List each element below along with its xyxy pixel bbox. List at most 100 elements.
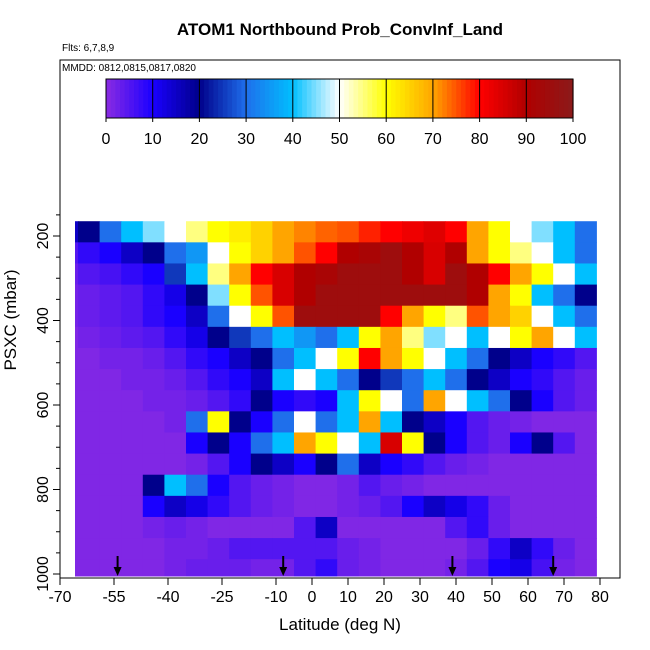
- colorbar-swatch: [232, 79, 238, 118]
- colorbar-swatch: [530, 79, 537, 118]
- colorbar-swatch: [185, 79, 191, 118]
- heatmap-cell: [402, 495, 425, 518]
- heatmap-cell: [78, 495, 101, 518]
- heatmap-cell: [186, 495, 209, 518]
- colorbar-swatch: [302, 79, 308, 118]
- heatmap-cell: [250, 326, 273, 349]
- heatmap-cell: [466, 284, 489, 307]
- heatmap-cell: [423, 538, 446, 560]
- colorbar-swatch: [166, 79, 172, 118]
- heatmap-cell: [207, 474, 230, 497]
- colorbar-swatch: [558, 79, 565, 118]
- colorbar-swatch: [236, 79, 243, 118]
- heatmap-cell: [164, 495, 187, 518]
- heatmap-cell: [207, 347, 230, 370]
- heatmap-cell: [121, 305, 144, 328]
- heatmap-cell: [510, 411, 533, 433]
- heatmap-cell: [75, 242, 79, 264]
- heatmap-cell: [164, 347, 187, 370]
- heatmap-cell: [402, 390, 425, 412]
- colorbar-swatch: [250, 79, 257, 118]
- colorbar-swatch: [442, 79, 448, 118]
- heatmap-cell: [553, 453, 576, 476]
- heatmap-cell: [510, 263, 533, 286]
- heatmap-cell: [78, 516, 101, 539]
- heatmap-cell: [574, 474, 597, 497]
- colorbar-swatch: [330, 79, 336, 118]
- heatmap-cell: [488, 495, 511, 518]
- heatmap-cell: [250, 305, 273, 328]
- heatmap-cell: [315, 538, 338, 560]
- heatmap-cell: [294, 305, 317, 328]
- heatmap-cell: [315, 263, 338, 286]
- heatmap-cell: [207, 538, 230, 560]
- heatmap-cell: [402, 453, 425, 476]
- heatmap-cell: [75, 474, 79, 497]
- heatmap-cell: [142, 516, 165, 539]
- heatmap-cell: [510, 221, 533, 243]
- colorbar-swatch: [134, 79, 140, 118]
- colorbar-swatch: [465, 79, 471, 118]
- heatmap-cell: [229, 347, 252, 370]
- heatmap-cell: [380, 284, 403, 307]
- heatmap-cell: [423, 432, 446, 455]
- colorbar-swatch: [512, 79, 518, 118]
- heatmap-cell: [78, 305, 101, 328]
- heatmap-cell: [337, 538, 360, 560]
- heatmap-cell: [380, 326, 403, 349]
- heatmap-cell: [272, 305, 295, 328]
- heatmap-cell: [78, 538, 101, 560]
- colorbar: [105, 78, 574, 119]
- heatmap-cell: [164, 411, 187, 433]
- heatmap-cell: [294, 516, 317, 539]
- heatmap-cell: [423, 495, 446, 518]
- heatmap-cell: [380, 242, 403, 264]
- colorbar-swatch: [260, 79, 266, 118]
- heatmap-cell: [531, 453, 554, 476]
- heatmap-cell: [531, 263, 554, 286]
- heatmap-cell: [358, 326, 381, 349]
- colorbar-swatch: [437, 79, 443, 118]
- heatmap-cell: [207, 495, 230, 518]
- heatmap-cell: [402, 411, 425, 433]
- heatmap-cell: [272, 242, 295, 264]
- heatmap-cell: [75, 390, 79, 412]
- heatmap-cell: [75, 495, 79, 518]
- heatmap-cell: [99, 369, 122, 391]
- heatmap-cell: [337, 347, 360, 370]
- heatmap-cell: [423, 263, 446, 286]
- heatmap-cell: [402, 242, 425, 264]
- heatmap-cell: [250, 284, 273, 307]
- heatmap-cell: [574, 242, 597, 264]
- heatmap-cell: [466, 390, 489, 412]
- colorbar-swatch: [334, 79, 341, 118]
- heatmap-cell: [121, 432, 144, 455]
- colorbar-swatch: [554, 79, 560, 118]
- heatmap-cell: [510, 432, 533, 455]
- heatmap-cell: [186, 453, 209, 476]
- heatmap-cell: [488, 453, 511, 476]
- heatmap-cell: [229, 390, 252, 412]
- heatmap-cell: [488, 432, 511, 455]
- x-tick-label: 60: [519, 589, 537, 606]
- heatmap-cell: [315, 432, 338, 455]
- heatmap-cell: [553, 390, 576, 412]
- colorbar-swatch: [493, 79, 499, 118]
- colorbar-swatch: [423, 79, 429, 118]
- heatmap-cell: [337, 411, 360, 433]
- heatmap-cell: [380, 369, 403, 391]
- heatmap-cell: [99, 221, 122, 243]
- heatmap-cell: [466, 369, 489, 391]
- heatmap-cell: [531, 432, 554, 455]
- heatmap-cell: [358, 538, 381, 560]
- colorbar-swatch: [269, 79, 275, 118]
- heatmap-cell: [553, 411, 576, 433]
- colorbar-swatch: [400, 79, 406, 118]
- colorbar-swatch: [428, 79, 434, 118]
- heatmap-cell: [78, 263, 101, 286]
- heatmap-cell: [75, 411, 79, 433]
- heatmap-cell: [142, 263, 165, 286]
- x-tick-label: 80: [591, 589, 609, 606]
- heatmap-cell: [78, 369, 101, 391]
- heatmap-cell: [337, 369, 360, 391]
